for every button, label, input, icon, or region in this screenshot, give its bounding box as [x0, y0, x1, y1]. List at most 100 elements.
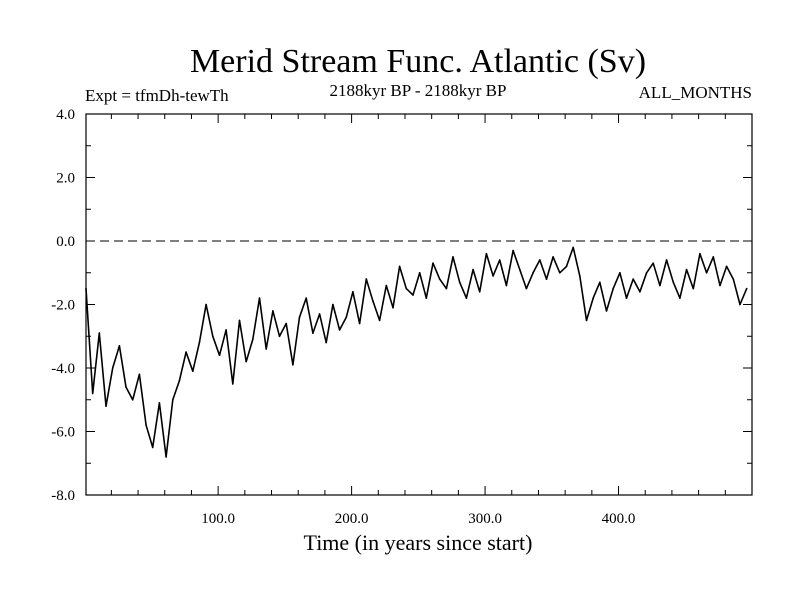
data-point: [512, 249, 514, 252]
series-points: [85, 246, 748, 458]
data-point: [645, 272, 648, 274]
chart-title: Merid Stream Func. Atlantic (Sv): [190, 43, 646, 80]
data-point: [665, 259, 668, 261]
data-point: [572, 246, 574, 249]
data-point: [131, 399, 134, 401]
x-tick-labels: 100.0 200.0 300.0 400.0: [201, 511, 635, 527]
data-point: [218, 354, 221, 357]
data-point: [91, 392, 94, 395]
data-point: [505, 284, 508, 287]
data-point: [405, 287, 408, 290]
data-point: [345, 316, 348, 319]
data-point: [332, 303, 334, 306]
data-point: [285, 322, 288, 325]
data-point: [385, 284, 388, 287]
data-point: [552, 256, 554, 258]
data-point: [305, 297, 308, 299]
data-point: [318, 313, 321, 315]
data-point: [425, 297, 428, 299]
experiment-label: Expt = tfmDh-tewTh: [85, 86, 229, 105]
data-point: [685, 268, 688, 271]
data-point: [438, 278, 441, 280]
data-point: [452, 256, 454, 258]
data-point: [205, 303, 207, 306]
y-tick-label: 4.0: [56, 107, 75, 123]
y-tick-labels: 4.0 2.0 0.0 -2.0 -4.0 -6.0 -8.0: [51, 107, 75, 504]
data-point: [418, 272, 421, 274]
data-point: [325, 341, 328, 344]
data-point: [639, 291, 641, 293]
data-point: [298, 316, 301, 319]
x-tick-label: 400.0: [602, 511, 636, 527]
data-point: [659, 284, 661, 287]
data-point: [612, 287, 614, 290]
data-point: [652, 262, 654, 265]
data-point: [352, 291, 354, 293]
x-tick-label: 300.0: [468, 511, 502, 527]
data-point: [705, 272, 708, 274]
data-point: [732, 278, 735, 280]
data-point: [312, 332, 314, 334]
data-point: [98, 332, 101, 334]
data-point: [672, 281, 675, 284]
data-point: [172, 399, 174, 401]
data-point: [192, 370, 194, 373]
data-point: [392, 306, 394, 309]
data-point: [225, 329, 227, 331]
plot-frame: [85, 113, 753, 496]
data-point: [485, 252, 488, 255]
data-point: [739, 303, 741, 306]
data-point: [272, 310, 274, 312]
data-point: [719, 284, 721, 287]
data-point: [432, 262, 434, 265]
data-point: [118, 345, 121, 347]
data-point: [378, 319, 381, 322]
data-point: [258, 297, 261, 299]
data-point: [138, 373, 141, 376]
data-point: [492, 275, 494, 277]
data-point: [579, 275, 581, 277]
data-point: [725, 265, 728, 268]
data-point: [365, 278, 368, 280]
data-point: [292, 364, 294, 366]
data-point: [559, 272, 561, 274]
x-axis-label: Time (in years since start): [304, 530, 533, 555]
y-tick-label: -4.0: [51, 361, 75, 377]
data-point: [398, 265, 401, 268]
data-point: [605, 310, 608, 312]
data-point: [539, 259, 541, 261]
data-point: [245, 360, 247, 363]
data-point: [232, 383, 234, 385]
y-tick-label: 2.0: [56, 171, 75, 187]
data-point: [632, 278, 634, 280]
data-point: [692, 287, 695, 290]
y-tick-label: -8.0: [51, 488, 75, 504]
axis-ticks: [86, 113, 752, 496]
data-point: [178, 379, 181, 382]
data-point: [498, 259, 501, 261]
months-label: ALL_MONTHS: [639, 83, 752, 102]
data-point: [565, 265, 568, 268]
data-point: [745, 287, 748, 290]
time-period-label: 2188kyr BP - 2188kyr BP: [330, 81, 507, 100]
series-line: [85, 246, 748, 458]
x-tick-label: 200.0: [335, 511, 369, 527]
data-point: [525, 287, 528, 290]
data-point: [699, 252, 701, 255]
data-point: [151, 446, 154, 449]
data-point: [105, 405, 107, 407]
data-point: [238, 319, 241, 322]
data-point: [252, 338, 254, 341]
data-point: [85, 287, 87, 290]
data-point: [712, 256, 715, 258]
y-tick-label: -6.0: [51, 425, 75, 441]
data-point: [585, 319, 588, 322]
data-point: [592, 297, 594, 299]
data-point: [619, 272, 621, 274]
data-point: [198, 341, 201, 344]
x-tick-label: 100.0: [201, 511, 235, 527]
data-point: [679, 297, 681, 299]
data-point: [111, 367, 114, 369]
data-point: [265, 348, 268, 350]
